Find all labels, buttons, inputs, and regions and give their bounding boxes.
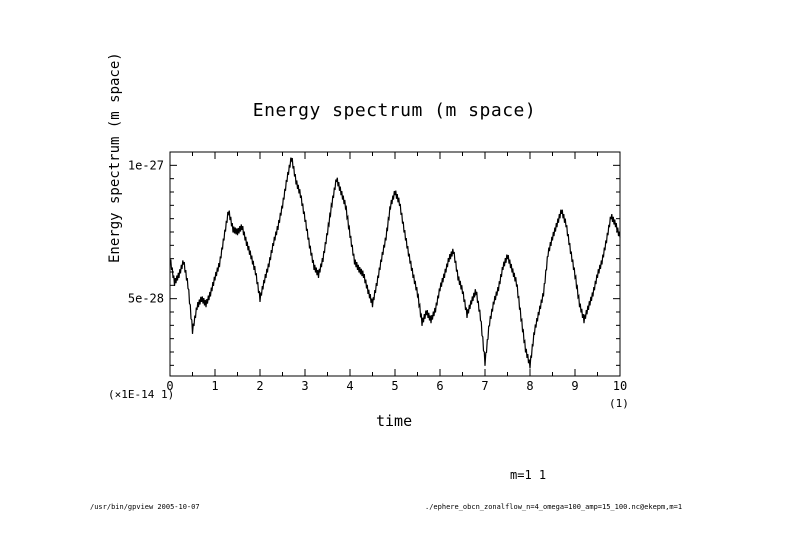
plot-frame — [169, 151, 621, 377]
x-tick-label: 2 — [256, 379, 263, 393]
x-tick-label: 6 — [436, 379, 443, 393]
x-axis-title: time — [376, 412, 413, 430]
x-tick-label: 3 — [301, 379, 308, 393]
x-tick-label: 4 — [346, 379, 353, 393]
footer-source-file: ./ephere_obcn_zonalflow_n=4_omega=100_am… — [425, 503, 683, 511]
x-tick-label: 10 — [613, 379, 627, 393]
chart-title: Energy spectrum (m space) — [252, 100, 537, 121]
x-tick-label: 1 — [211, 379, 218, 393]
series-line-m1 — [169, 157, 621, 369]
x-tick-label: 9 — [571, 379, 578, 393]
x-tick-label: 8 — [526, 379, 533, 393]
x-axis-scale-note: (×1E-14 1) — [108, 388, 175, 401]
legend-label: m=1 1 — [510, 468, 547, 482]
x-tick-label: 7 — [481, 379, 488, 393]
x-tick-label: 5 — [391, 379, 398, 393]
x-axis-unit-note: (1) — [609, 397, 629, 410]
y-tick-label: 5e-28 — [128, 292, 164, 306]
y-tick-label: 1e-27 — [128, 158, 164, 172]
footer-command: /usr/bin/gpview 2005-10-07 — [90, 503, 200, 511]
x-tick-label: 0 — [166, 379, 173, 393]
